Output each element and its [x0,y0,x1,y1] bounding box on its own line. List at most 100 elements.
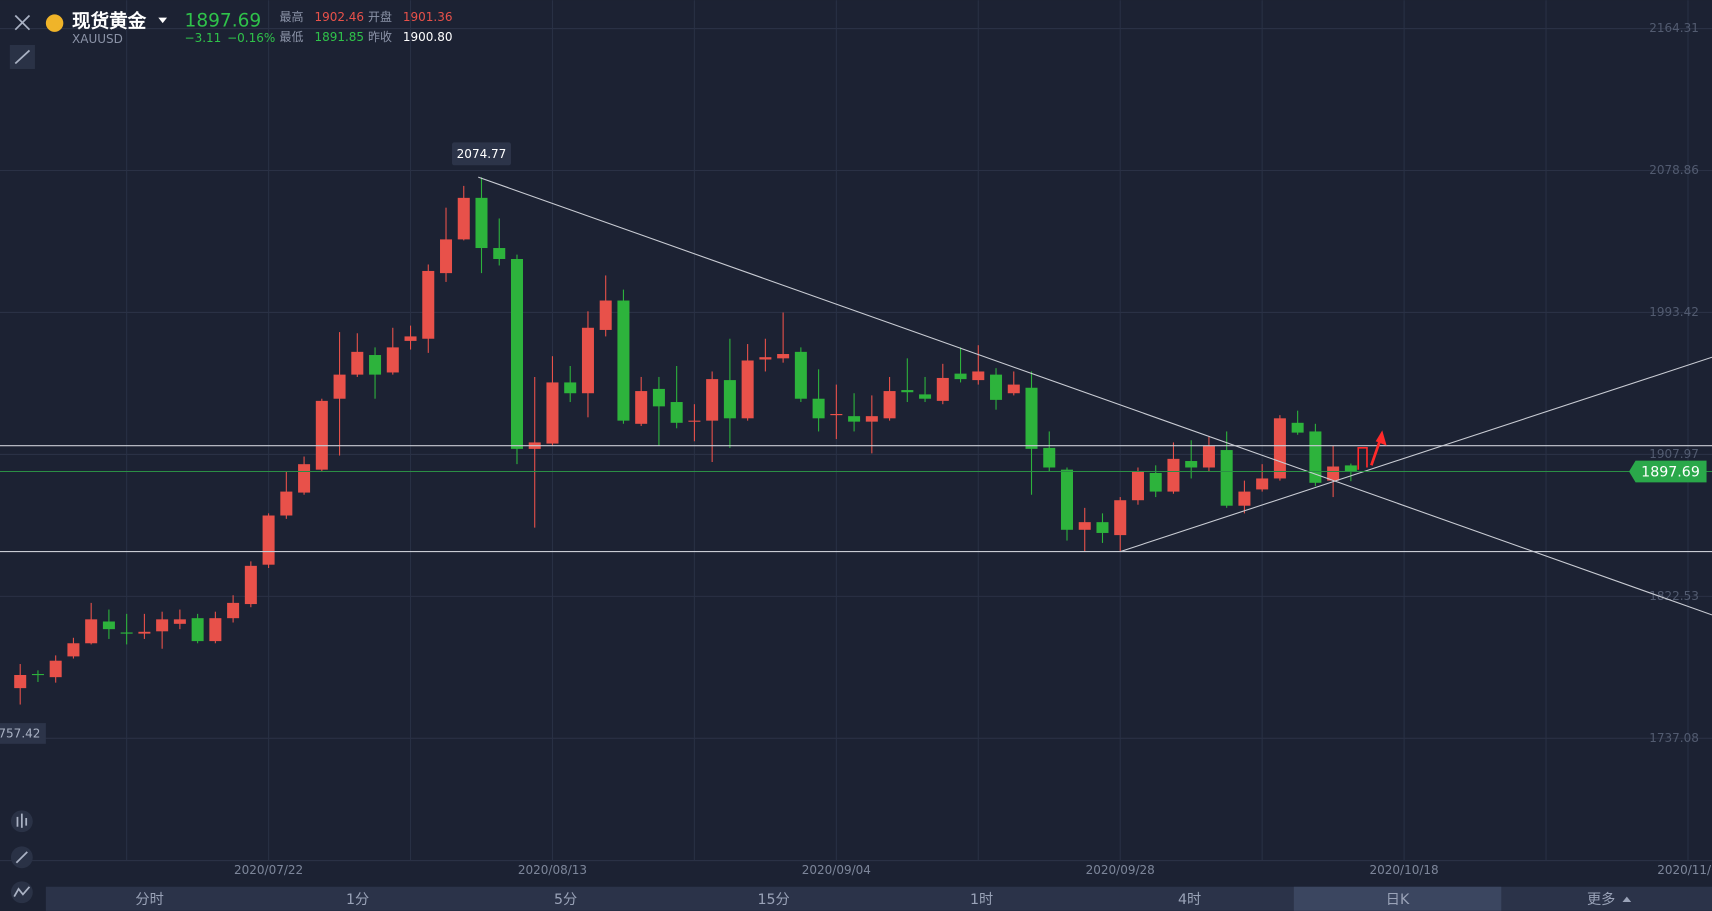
candle-body [723,380,736,419]
candle-body [191,618,204,642]
more-arrow [1622,896,1632,903]
tab-label[interactable]: 1时 [970,892,993,908]
price: 1897.69 [185,10,262,31]
bracket [1357,447,1368,470]
candle-body [1309,431,1322,483]
stat-label: 最高 [280,9,304,24]
candle-body [901,390,914,393]
candle-body [404,336,417,341]
overlay: 1897.69 2074.77 1757.42 [0,142,1712,744]
candle-body [369,355,382,375]
candle-body [759,357,772,360]
candle-body [156,619,169,632]
candle-body [919,394,932,399]
candle-body [14,674,27,689]
selected-tab [1293,886,1502,911]
stat-label: 最低 [280,30,304,44]
tab-label[interactable]: 5分 [554,892,577,908]
candle-body [1060,469,1074,530]
close-button[interactable] [14,14,31,31]
candle-body [209,618,222,642]
instrument-name[interactable]: 现货黄金 [72,11,147,33]
candle-body [990,374,1003,400]
candle-body [1344,465,1357,472]
x-tick-label: 2020/09/28 [1086,863,1155,877]
candle-body [1131,471,1144,501]
candle-body [457,197,470,240]
stat-value: 1900.80 [403,30,453,44]
y-tick-label: 1993.42 [1649,305,1699,319]
tabs: 分时 1分 5分 15分 1时 4时 日K 更多 [135,891,1615,908]
candle-body [1291,422,1304,433]
change-pct: −0.16% [227,31,275,45]
change: −3.11 [185,31,222,45]
trend-line [1120,356,1712,553]
candle-body [1256,478,1269,490]
candle-body [865,416,878,422]
candle-body [422,270,435,339]
candle-body [1043,447,1056,468]
tab-label[interactable]: 1分 [346,892,369,908]
candle-body [333,374,346,399]
candle-body [936,377,949,401]
candle-body [1185,461,1198,468]
candle-body [1149,472,1162,492]
candle-body [688,420,701,422]
candle-body [67,643,80,657]
candle-body [120,632,133,634]
candle-body [1220,450,1233,506]
stat-value: 1901.36 [403,10,453,24]
candle-body [1078,522,1091,530]
candle-body [85,619,98,644]
candle-body [1096,522,1109,533]
candle-body [954,373,967,380]
grid: 1737.08 1822.53 1907.97 1993.42 2078.86 2164.… [0,0,1712,877]
candles [14,177,1357,705]
candle-body [581,327,594,394]
stat-value: 1891.85 [314,30,364,44]
tab-label[interactable]: 4时 [1178,892,1201,908]
candle-body [830,413,843,416]
candle-body [49,660,62,678]
candle-body [262,515,275,565]
candle-body [1167,458,1180,492]
candle-body [138,631,151,634]
candle-body [1114,500,1127,536]
candle-body [440,239,453,274]
x-tick-label: 2020/08/13 [518,863,587,877]
candle-body [475,197,488,249]
tab-label[interactable]: 日K [1386,892,1410,908]
x-tick-label: 2020/11/0 [1657,863,1712,877]
candle-body [812,398,825,419]
candle-body [1273,418,1286,479]
min-marker-label: 1757.42 [0,727,40,741]
candle-body [173,619,186,624]
tab-label[interactable]: 15分 [757,892,789,908]
candle-body [244,565,257,605]
stat-label: 开盘 [368,9,392,24]
candle-body [227,602,240,619]
candle-body [1007,384,1020,394]
x-tick-label: 2020/10/18 [1370,863,1439,877]
candle-body [617,300,630,421]
candle-body [351,351,364,375]
candle-body [386,347,399,373]
candle-body [546,382,559,444]
candle-body [280,491,293,516]
candle-body [706,379,719,421]
candle-body [510,258,523,449]
candle-body [635,391,648,424]
dropdown-arrow[interactable] [158,17,168,24]
drawings [0,176,1712,616]
candle-body [741,360,754,419]
red-arrow [1357,430,1387,470]
tab-label[interactable]: 更多 [1587,891,1615,908]
y-tick-label: 2078.86 [1649,163,1699,177]
tab-label[interactable]: 分时 [135,892,163,908]
arrow-head [1375,430,1387,446]
candle-body [315,400,328,470]
min-marker-box [0,723,46,744]
